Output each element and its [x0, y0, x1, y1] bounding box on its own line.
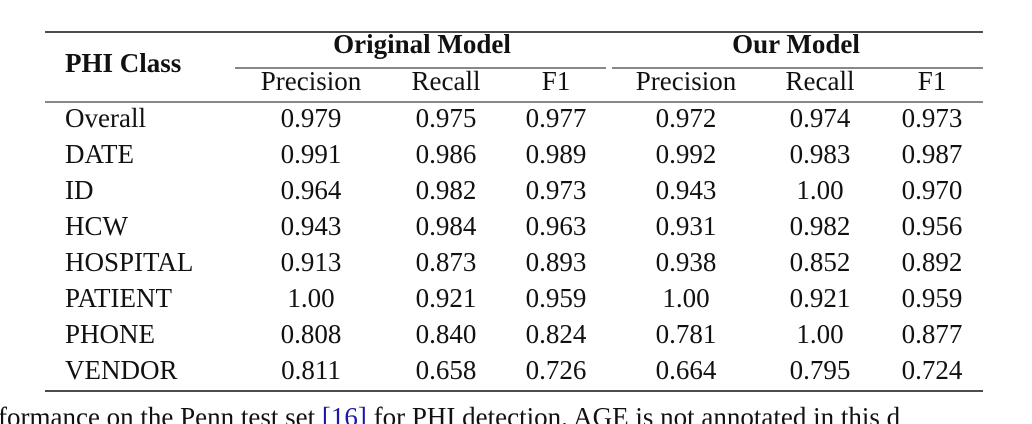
cell: 0.973: [902, 103, 963, 133]
cell: 0.987: [902, 139, 963, 169]
cell: 0.724: [902, 355, 963, 385]
cell: 0.989: [526, 139, 587, 169]
cell: 0.959: [526, 283, 587, 313]
cell: 1.00: [287, 283, 334, 313]
cell: 0.984: [416, 211, 477, 241]
caption: formance on the Penn test set [16] for P…: [0, 402, 901, 424]
cell: 0.921: [416, 283, 477, 313]
cell: 0.808: [281, 319, 342, 349]
cell: 0.992: [656, 139, 717, 169]
column-header: Recall: [786, 66, 855, 96]
cell: 0.959: [902, 283, 963, 313]
cell: 0.982: [790, 211, 851, 241]
cell: 0.840: [416, 319, 477, 349]
cell: 1.00: [796, 175, 843, 205]
cell: 0.974: [790, 103, 851, 133]
cell: 0.956: [902, 211, 963, 241]
cell: 0.664: [656, 355, 717, 385]
cell: 0.938: [656, 247, 717, 277]
cell: 0.943: [656, 175, 717, 205]
cell: 0.913: [281, 247, 342, 277]
cell: 0.977: [526, 103, 587, 133]
cell: 0.795: [790, 355, 851, 385]
row-label: HOSPITAL: [65, 247, 193, 277]
cell: 0.893: [526, 247, 587, 277]
cell: 0.975: [416, 103, 477, 133]
cell: 0.892: [902, 247, 963, 277]
cell: 0.931: [656, 211, 717, 241]
column-header: F1: [918, 66, 947, 96]
cell: 0.877: [902, 319, 963, 349]
cell: 0.943: [281, 211, 342, 241]
group-header: Our Model: [732, 29, 860, 59]
cell: 0.973: [526, 175, 587, 205]
row-label: Overall: [65, 103, 146, 133]
column-header: Recall: [412, 66, 481, 96]
group-header: Original Model: [333, 29, 511, 59]
cell: 0.921: [790, 283, 851, 313]
cell: 0.824: [526, 319, 587, 349]
cell: 1.00: [662, 283, 709, 313]
cell: 0.972: [656, 103, 717, 133]
cell: 0.983: [790, 139, 851, 169]
cell: 0.873: [416, 247, 477, 277]
cell: 0.986: [416, 139, 477, 169]
row-label: PATIENT: [65, 283, 173, 313]
row-label: VENDOR: [65, 355, 178, 385]
citation[interactable]: [16]: [322, 402, 367, 424]
row-label-header: PHI Class: [65, 48, 181, 78]
row-label: PHONE: [65, 319, 155, 349]
cell: 0.963: [526, 211, 587, 241]
cell: 0.811: [281, 355, 341, 385]
column-header: Precision: [261, 66, 362, 96]
cell: 0.726: [526, 355, 587, 385]
cell: 0.781: [656, 319, 717, 349]
cell: 1.00: [796, 319, 843, 349]
cell: 0.852: [790, 247, 851, 277]
column-header: F1: [542, 66, 571, 96]
column-header: Precision: [636, 66, 737, 96]
cell: 0.970: [902, 175, 963, 205]
row-label: ID: [65, 175, 94, 205]
cell: 0.964: [281, 175, 342, 205]
cell: 0.658: [416, 355, 477, 385]
row-label: DATE: [65, 139, 134, 169]
row-label: HCW: [65, 211, 129, 241]
caption-text: formance on the Penn test set: [0, 402, 322, 424]
cell: 0.991: [281, 139, 342, 169]
caption-text: for PHI detection. AGE is not annotated …: [367, 402, 901, 424]
cell: 0.982: [416, 175, 477, 205]
cell: 0.979: [281, 103, 342, 133]
